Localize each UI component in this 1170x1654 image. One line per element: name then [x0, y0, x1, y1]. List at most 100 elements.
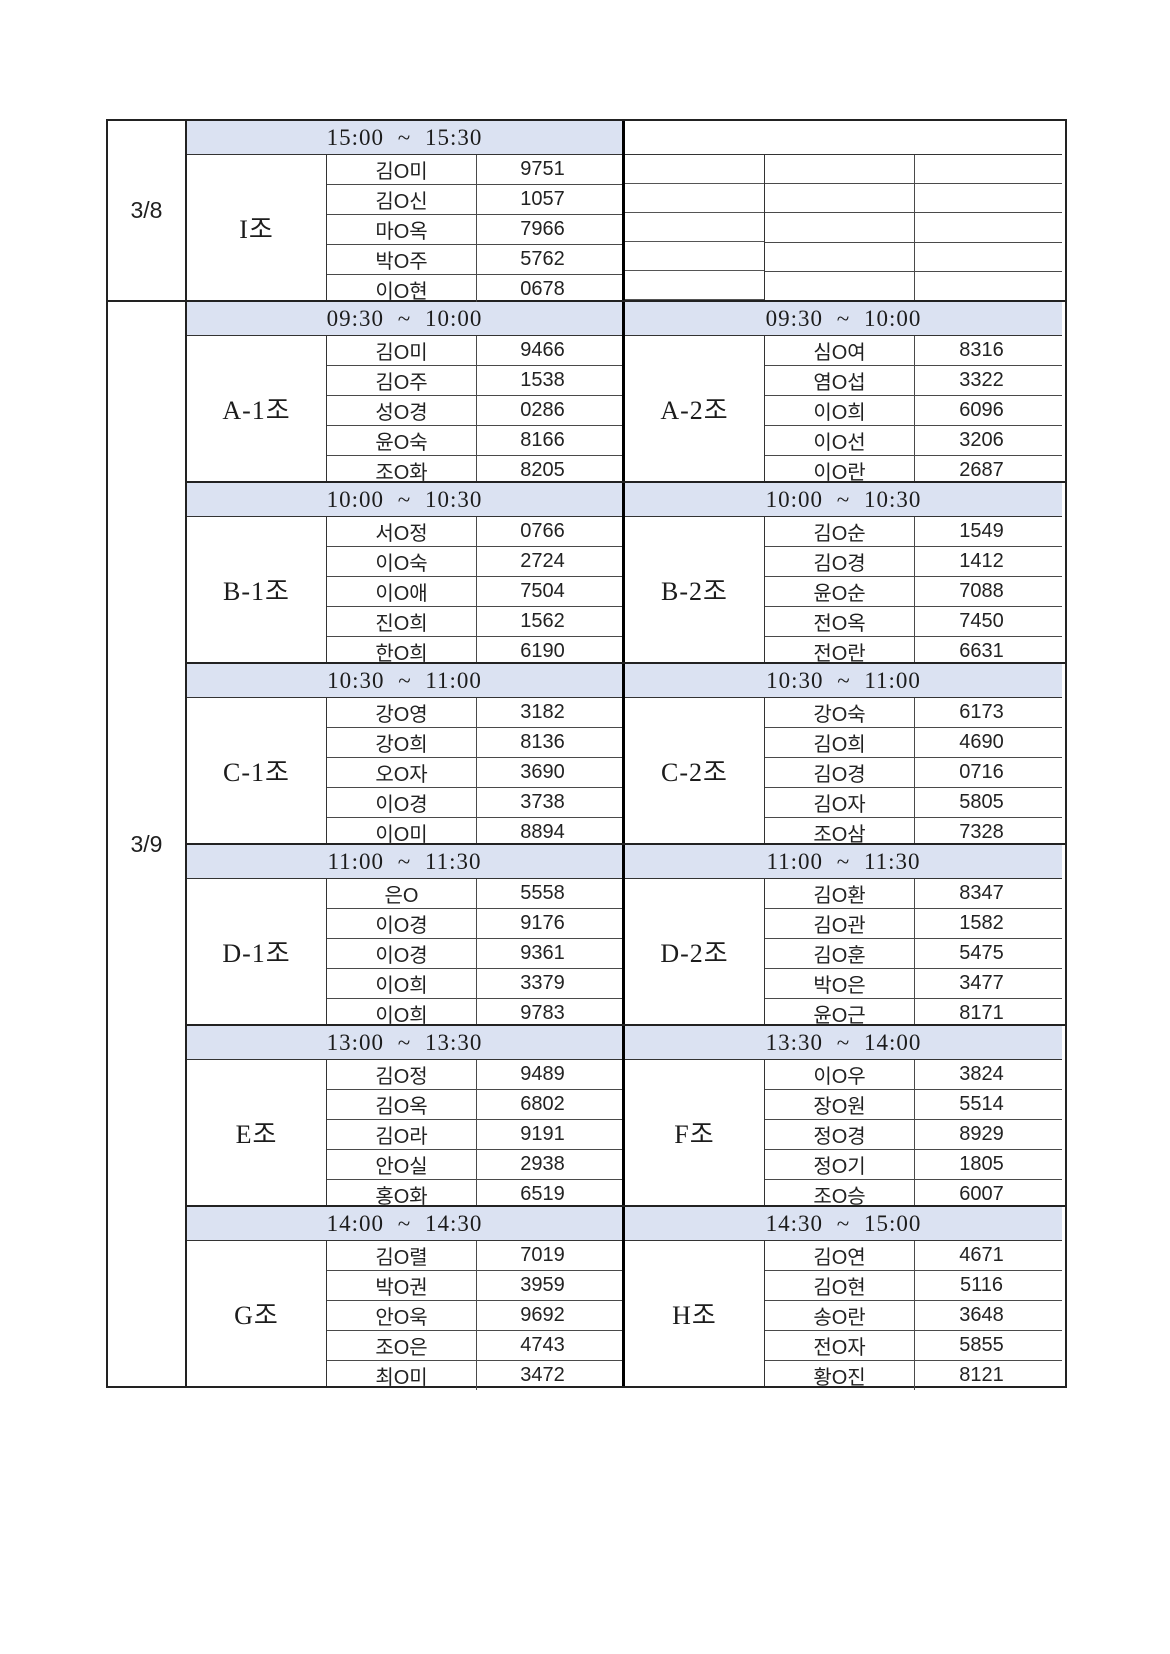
member-number-cell: 8205: [520, 459, 565, 481]
member-number-cell: [915, 213, 1062, 241]
left-half: 10:00 ~ 10:30 B-1조 서O정 0766: [187, 483, 625, 666]
group-block-body: F조 이O우 3824: [625, 1060, 1062, 1209]
member-rows: 은O 5558 이O경 9176: [327, 879, 622, 1028]
time-block: 14:00 ~ 14:30 G조 김O렬 7019: [187, 1205, 1065, 1390]
member-number-cell: 5762: [520, 248, 565, 270]
member-number-cell: 6007: [959, 1183, 1004, 1205]
member-row: 김O미 9466: [327, 336, 622, 365]
member-row: 안O욱 9692: [327, 1300, 622, 1330]
member-row: 김O희 4690: [765, 727, 1062, 757]
member-name-cell: 박O은: [765, 969, 915, 998]
member-rows: 김O미 9751 김O신 1057: [327, 155, 622, 304]
member-number-cell: 8347: [959, 882, 1004, 904]
member-number-cell: 9489: [520, 1063, 565, 1085]
group-cell: H조: [625, 1241, 765, 1386]
member-row: 강O영 3182: [327, 698, 622, 727]
member-number-cell: 0286: [520, 399, 565, 421]
member-number-cell: 1582: [959, 912, 1004, 934]
member-rows: 김O연 4671 김O현 5116: [765, 1241, 1062, 1390]
member-row: 정O기 1805: [765, 1149, 1062, 1179]
member-name-cell: 황O진: [765, 1361, 915, 1390]
section-blocks: 15:00 ~ 15:30 I조 김O미 9751: [187, 121, 1065, 304]
member-name-cell: 염O섭: [765, 366, 915, 395]
member-row: 이O경 9361: [327, 938, 622, 968]
member-number-cell: 9466: [520, 339, 565, 361]
member-row: 이O경 3738: [327, 787, 622, 817]
member-name-cell: 전O자: [765, 1331, 915, 1360]
member-number-cell: 2687: [959, 459, 1004, 481]
time-header: 10:00 ~ 10:30: [187, 483, 622, 517]
member-row: 황O진 8121: [765, 1360, 1062, 1390]
member-number-cell: 8166: [520, 429, 565, 451]
member-row: [765, 155, 1062, 184]
member-name-cell: 마O옥: [327, 215, 477, 244]
time-header: 14:00 ~ 14:30: [187, 1207, 622, 1241]
member-name-cell: 김O경: [765, 758, 915, 787]
member-name-cell: 이O희: [765, 396, 915, 425]
member-row: 김O자 5805: [765, 787, 1062, 817]
member-row: 조O은 4743: [327, 1330, 622, 1360]
member-row: 조O삼 7328: [765, 817, 1062, 847]
member-number-cell: 6173: [959, 701, 1004, 723]
time-header: 13:00 ~ 13:30: [187, 1026, 622, 1060]
member-rows: 김O렬 7019 박O권 3959: [327, 1241, 622, 1390]
member-number-cell: 8894: [520, 821, 565, 843]
member-number-cell: 3477: [959, 972, 1004, 994]
member-name-cell: 윤O숙: [327, 426, 477, 455]
time-header: 11:00 ~ 11:30: [187, 845, 622, 879]
date-cell: 3/8: [108, 121, 187, 300]
member-number-cell: 7504: [520, 580, 565, 602]
group-cell: B-2조: [625, 517, 765, 662]
group-cell: A-2조: [625, 336, 765, 481]
member-row: 이O경 9176: [327, 908, 622, 938]
member-name-cell: 조O승: [765, 1180, 915, 1209]
time-block: 10:00 ~ 10:30 B-1조 서O정 0766: [187, 481, 1065, 666]
member-row: 이O현 0678: [327, 274, 622, 304]
member-row: 심O여 8316: [765, 336, 1062, 365]
member-name-cell: 서O정: [327, 517, 477, 546]
group-cell: [625, 155, 765, 300]
member-name-cell: 강O영: [327, 698, 477, 727]
member-number-cell: [915, 272, 1062, 300]
member-rows: 김O정 9489 김O옥 6802: [327, 1060, 622, 1209]
member-number-cell: 2724: [520, 550, 565, 572]
member-number-cell: 9751: [520, 158, 565, 180]
right-half: [625, 121, 1062, 301]
group-block-body: [625, 155, 1062, 301]
member-name-cell: 은O: [327, 879, 477, 908]
member-name-cell: 이O미: [327, 818, 477, 847]
member-name-cell: 김O훈: [765, 939, 915, 968]
member-number-cell: 6631: [959, 640, 1004, 662]
member-number-cell: 0716: [959, 761, 1004, 783]
time-header: 15:00 ~ 15:30: [187, 121, 622, 155]
group-block-body: D-2조 김O환 8347: [625, 879, 1062, 1028]
member-row: 김O현 5116: [765, 1270, 1062, 1300]
member-row: 박O권 3959: [327, 1270, 622, 1300]
member-row: 성O경 0286: [327, 395, 622, 425]
member-name-cell: 강O숙: [765, 698, 915, 727]
member-row: 홍O화 6519: [327, 1179, 622, 1209]
member-number-cell: [915, 243, 1062, 271]
member-row: 강O숙 6173: [765, 698, 1062, 727]
member-number-cell: 6519: [520, 1183, 565, 1205]
member-row: 김O옥 6802: [327, 1089, 622, 1119]
member-name-cell: 김O경: [765, 547, 915, 576]
member-number-cell: 3824: [959, 1063, 1004, 1085]
member-number-cell: 1412: [959, 550, 1004, 572]
member-name-cell: 정O경: [765, 1120, 915, 1149]
date-section: 3/9 09:30 ~ 10:00 A-1조: [108, 300, 1065, 1390]
member-rows: 이O우 3824 장O원 5514: [765, 1060, 1062, 1209]
member-number-cell: 7019: [520, 1244, 565, 1266]
member-name-cell: 송O란: [765, 1301, 915, 1330]
member-number-cell: 7328: [959, 821, 1004, 843]
member-name-cell: 한O희: [327, 637, 477, 666]
member-number-cell: 9692: [520, 1304, 565, 1326]
member-rows: 강O영 3182 강O희 8136: [327, 698, 622, 847]
group-block-body: B-2조 김O순 1549: [625, 517, 1062, 666]
member-name-cell: 김O렬: [327, 1241, 477, 1270]
member-number-cell: 5805: [959, 791, 1004, 813]
member-number-cell: 1057: [520, 188, 565, 210]
member-number-cell: 3379: [520, 972, 565, 994]
member-row: 한O희 6190: [327, 636, 622, 666]
member-row: 이O숙 2724: [327, 546, 622, 576]
